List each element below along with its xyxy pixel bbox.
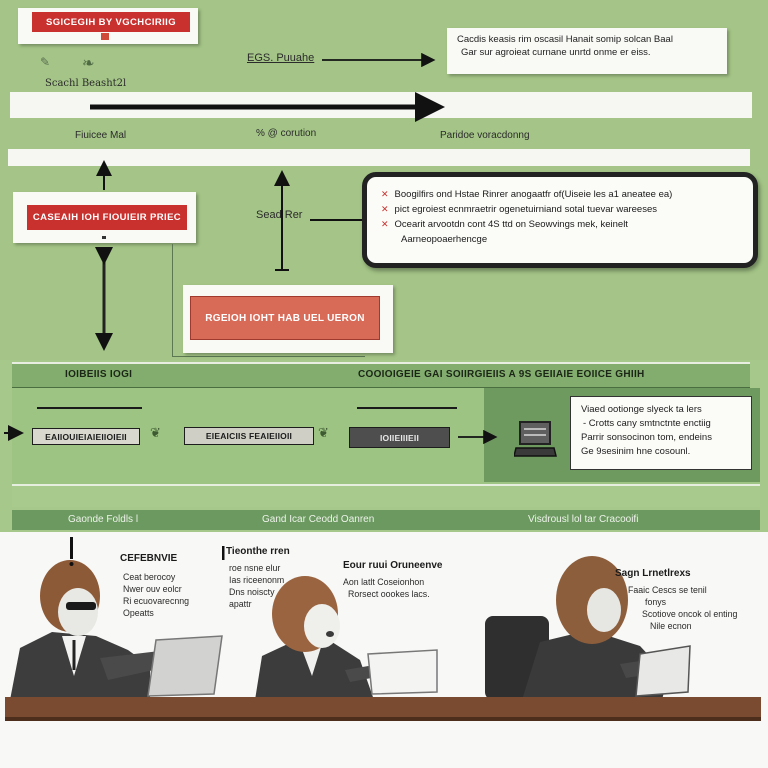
result-note-card: Viaed ootionge slyeck ta lers - Crotts c…: [570, 396, 752, 470]
person-3-suit: [522, 630, 668, 700]
caption-4-line: Scotiove oncok ol enting: [642, 609, 738, 619]
cross-bullet-icon: ✕: [381, 189, 389, 199]
side-label: Sead Rer: [256, 209, 303, 221]
laptop-base-shape: [514, 447, 557, 457]
center-tag: RGEIOH IOHT HAB UEL UERON: [190, 296, 380, 340]
top-right-note-card: Cacdis keasis rim oscasil Hanait somip s…: [447, 28, 727, 74]
person-1-laptop: [147, 635, 223, 697]
bracket-outline: [172, 244, 365, 357]
row-label-left: Fiuicee Mal: [75, 130, 127, 141]
caption-1-line: Ceat berocoy: [123, 572, 176, 582]
person-2-face: [304, 604, 340, 648]
caption-2-line: apattr: [229, 599, 252, 609]
sprout-icon: ❦: [318, 426, 329, 441]
person-1-suit: [10, 632, 150, 700]
person-3: [485, 556, 691, 700]
caption-2-line: Dns noiscty: [229, 587, 275, 597]
caption-4-line: Faaic Cescs se tenil: [628, 585, 707, 595]
top-arrow-label: EGS. Puuahe: [247, 52, 315, 64]
process-step-3: IOIIEIIIEII: [349, 427, 450, 448]
exclamation-icon: [70, 537, 73, 559]
row-label-center: % @ corution: [256, 128, 317, 139]
caption-4-line: fonys: [645, 597, 667, 607]
laptop-icon: [514, 421, 557, 457]
left-tag: CASEAIH IOH FIOUIEIR PRIEC: [27, 205, 187, 230]
caption-3-title: Eour ruui Oruneenve: [343, 560, 443, 571]
left-tag-caret-icon: [102, 236, 106, 239]
top-left-tag: SGICEGIH BY VGCHCIRIIG: [32, 12, 190, 32]
process-footer-bar: Gaonde Foldls l Gand Icar Ceodd Oanren V…: [12, 510, 760, 530]
leaf-scribble-icon: ❧: [82, 54, 95, 72]
callout-item: Aarneopoaerhencge: [401, 234, 487, 245]
caption-3-line: Rorsect oookes lacs.: [348, 589, 430, 599]
callout-item: ✕ Ocearit arvootdn cont 4S ttd on Seowvin…: [381, 219, 628, 230]
person-2-mouth: [326, 631, 334, 637]
result-note-line: Parrir sonsocinon tom, endeins: [581, 432, 712, 443]
person-1-face: [58, 588, 98, 636]
person-1-sunglasses: [66, 602, 96, 610]
caption-2-line: roe nsne elur: [229, 563, 281, 573]
top-flow-bar: [10, 92, 752, 118]
process-header-left: IOIBEIIS IOGI: [65, 369, 133, 380]
pin-marker-icon: [101, 33, 109, 40]
result-note-line: Viaed ootionge slyeck ta lers: [581, 404, 702, 415]
person-2-laptop: [367, 649, 438, 695]
result-note-line: Ge 9sesinim hne cosounl.: [581, 446, 691, 457]
process-lower-band: [12, 486, 760, 507]
desk-edge: [5, 717, 761, 721]
exclamation-dot: [69, 562, 74, 566]
person-2-shirt: [300, 644, 322, 676]
callout-item: ✕ pict egroiest ecnmraetrir ogenetuirnian…: [381, 204, 657, 215]
exclamation-icon: [222, 546, 225, 560]
callout-item-text: Boogilfirs ond Hstae Rinrer anogaatfr of…: [394, 189, 673, 200]
caption-4-line: Nile ecnon: [650, 621, 692, 631]
top-right-note-line: Cacdis keasis rim oscasil Hanait somip s…: [457, 34, 673, 45]
desk: [5, 697, 761, 719]
person-1: [10, 560, 223, 700]
result-note-line: - Crotts cany smtnctnte enctiig: [583, 418, 711, 429]
callout-item: ✕ Boogilfirs ond Hstae Rinrer anogaatfr o…: [381, 189, 672, 200]
callout-box: ✕ Boogilfirs ond Hstae Rinrer anogaatfr o…: [362, 172, 758, 268]
second-flow-bar: [8, 149, 750, 166]
pencil-scribble-icon: ✎: [40, 55, 51, 69]
caption-2-line: Ias riceenonm: [229, 575, 285, 585]
sprout-icon: ❦: [150, 426, 161, 441]
row-label-right: Paridoe voracdonng: [440, 130, 530, 141]
footer-label-right: Visdrousl lol tar Cracooifi: [528, 514, 639, 525]
caption-2-title: Tieonthe rren: [226, 546, 290, 557]
process-step-2: EIEAICIIS FEAIEIIOII: [184, 427, 314, 445]
caption-3-line: Aon latlt Coseionhon: [343, 577, 425, 587]
person-3-laptop: [635, 645, 691, 697]
callout-item-text: Ocearit arvootdn cont 4S ttd on Seowving…: [394, 219, 628, 230]
process-step-1: EAIIOUIEIAIEIIOIEII: [32, 428, 140, 445]
person-2-suit: [255, 642, 374, 700]
process-header-right: COOIOIGEIE GAI SOIIRGIEIIS A 9S GEIIAIE …: [358, 369, 645, 380]
top-left-note: Scachl Beasht2l: [45, 78, 127, 89]
caption-1-title: CEFEBNVIE: [120, 553, 178, 564]
caption-4-title: Sagn Lrnetlrexs: [615, 568, 691, 579]
person-3-face: [587, 588, 621, 632]
top-right-note-line: Gar sur agroieat curnane unrtd onme er e…: [461, 47, 651, 58]
laptop-screen-shape: [519, 421, 551, 445]
caption-1-line: Nwer ouv eolcr: [123, 584, 182, 594]
caption-1-line: Opeatts: [123, 608, 154, 618]
person-2: [255, 576, 438, 700]
cross-bullet-icon: ✕: [381, 204, 389, 214]
footer-label-left: Gaonde Foldls l: [68, 514, 139, 525]
process-header-bar: IOIBEIIS IOGI COOIOIGEIE GAI SOIIRGIEIIS…: [12, 362, 750, 389]
caption-1-line: Ri ecuovarecnng: [123, 596, 190, 606]
cross-bullet-icon: ✕: [381, 219, 389, 229]
callout-item-text: pict egroiest ecnmraetrir ogenetuirniand…: [394, 204, 657, 215]
footer-label-center: Gand Icar Ceodd Oanren: [262, 514, 375, 525]
callout-item-text: Aarneopoaerhencge: [401, 234, 488, 245]
office-scene: [5, 537, 761, 721]
